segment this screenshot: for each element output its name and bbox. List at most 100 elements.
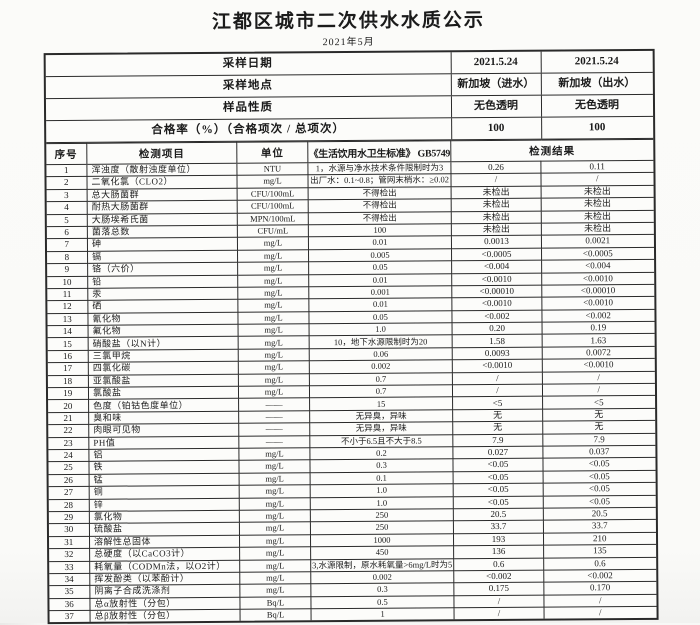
row-item-name: 氯化物 xyxy=(89,510,240,524)
row-result-inlet: 未检出 xyxy=(451,210,542,224)
row-unit: mg/L xyxy=(238,447,310,461)
row-index: 34 xyxy=(48,573,90,586)
row-result-inlet: 193 xyxy=(453,532,544,546)
row-standard: 0.2 xyxy=(309,446,453,461)
row-standard: 0.3 xyxy=(310,583,454,597)
row-item-name: 氰化物 xyxy=(87,311,239,326)
row-result-inlet: 7.9 xyxy=(452,433,543,447)
row-index: 14 xyxy=(47,325,89,339)
row-item-name: 肉眼可见物 xyxy=(88,423,239,437)
row-standard: 0.01 xyxy=(308,273,452,287)
info-value-inlet: 100 xyxy=(450,117,541,140)
row-item-name: 铁 xyxy=(88,460,240,475)
row-result-outlet: / xyxy=(542,371,655,385)
row-result-inlet: <0.0010 xyxy=(452,359,543,373)
row-index: 12 xyxy=(46,300,88,314)
row-item-name: 亚氯酸盐 xyxy=(88,373,239,388)
row-standard: 不得检出 xyxy=(308,211,452,225)
row-result-inlet: / xyxy=(453,594,545,608)
row-result-outlet: 20.5 xyxy=(543,507,656,521)
row-unit: mg/L xyxy=(239,584,311,597)
row-index: 29 xyxy=(48,511,90,524)
header-standard: 《生活饮用水卫生标准》 GB5749 xyxy=(307,140,451,163)
row-standard: 0.7 xyxy=(309,372,453,386)
row-standard: 15 xyxy=(309,397,453,411)
row-index: 24 xyxy=(47,449,89,462)
row-result-inlet: 20.5 xyxy=(453,508,544,522)
row-item-name: 铝 xyxy=(88,448,239,462)
row-standard: 0.002 xyxy=(310,570,454,585)
row-item-name: 四氯化碳 xyxy=(88,361,239,375)
row-result-inlet: 1.58 xyxy=(452,334,543,348)
row-index: 36 xyxy=(48,597,91,611)
row-result-inlet: <0.004 xyxy=(451,260,542,274)
row-result-inlet: 0.20 xyxy=(452,322,543,336)
row-index: 4 xyxy=(46,201,88,215)
row-result-inlet: / xyxy=(454,607,545,620)
water-quality-table: 采样日期 2021.5.24 2021.5.24 采样地点 新加坡（进水） 新加… xyxy=(43,48,659,625)
row-item-name: 三氯甲烷 xyxy=(88,349,239,363)
row-standard: 无异臭，异味 xyxy=(309,421,453,436)
info-label: 采样地点 xyxy=(222,79,273,92)
row-unit: mg/L xyxy=(239,546,311,560)
row-index: 1 xyxy=(45,164,87,178)
row-index: 37 xyxy=(49,610,91,623)
row-item-name: 臭和味 xyxy=(88,411,239,425)
row-standard: 出厂水：0.1~0.8；管网末梢水：≥0.02 xyxy=(307,174,452,188)
row-item-name: 氟化物 xyxy=(88,324,239,338)
row-item-name: 色度（铂钴色度单位） xyxy=(88,398,239,413)
row-item-name: 氯酸盐 xyxy=(88,386,239,400)
row-result-inlet: 0.6 xyxy=(453,557,544,571)
row-result-inlet: 无 xyxy=(452,421,543,435)
row-item-name: 大肠埃希氏菌 xyxy=(87,212,238,227)
row-result-outlet: <0.002 xyxy=(541,309,655,323)
row-result-outlet: <0.00010 xyxy=(541,284,654,298)
row-unit: —— xyxy=(238,435,310,449)
row-result-outlet: 0.037 xyxy=(542,445,655,459)
row-result-outlet: 0.6 xyxy=(543,556,656,571)
row-item-name: 二氧化氯（CLO2） xyxy=(86,175,238,190)
row-unit: mg/L xyxy=(239,484,311,498)
row-unit: mg/L xyxy=(238,323,310,337)
row-item-name: 锰 xyxy=(89,473,240,487)
row-standard: 1000 xyxy=(310,533,454,547)
row-standard: 0.1 xyxy=(310,471,454,485)
row-result-outlet: 0.11 xyxy=(540,160,653,174)
row-unit: NTU xyxy=(236,162,308,176)
row-item-name: 总α放射性（分包） xyxy=(89,596,241,611)
row-standard: 1，水源与净水技术条件限制时为3 xyxy=(307,161,451,176)
row-result-outlet: <0.0010 xyxy=(542,358,655,372)
row-index: 32 xyxy=(48,548,90,562)
row-result-outlet: <0.0010 xyxy=(541,296,654,310)
row-unit: Bq/L xyxy=(240,608,312,622)
row-result-inlet: <0.05 xyxy=(453,470,544,484)
row-index: 33 xyxy=(48,560,90,574)
row-unit: —— xyxy=(238,422,310,436)
row-unit: mg/L xyxy=(238,385,310,399)
row-standard: 1.0 xyxy=(310,496,454,510)
row-result-outlet: 无 xyxy=(542,420,655,434)
row-unit: —— xyxy=(238,398,310,412)
row-result-inlet: 0.0013 xyxy=(451,235,542,249)
row-standard: 250 xyxy=(310,521,454,535)
row-result-inlet: <0.002 xyxy=(451,309,543,323)
row-item-name: 硫酸盐 xyxy=(89,522,240,537)
row-index: 22 xyxy=(47,424,89,438)
row-standard: 0.01 xyxy=(308,236,452,250)
row-standard: 0.002 xyxy=(309,360,453,374)
row-unit: mg/L xyxy=(239,522,311,535)
row-result-outlet: 0.0021 xyxy=(541,234,654,248)
results-table: 序号 检测项目 单位 《生活饮用水卫生标准》 GB5749 检测结果 1 浑浊度… xyxy=(45,139,657,623)
row-standard: 450 xyxy=(310,545,454,560)
row-standard: 0.3 xyxy=(309,459,454,473)
row-item-name: 耐热大肠菌群 xyxy=(87,200,238,214)
row-result-outlet: 无 xyxy=(542,408,655,422)
row-result-outlet: 0.0072 xyxy=(542,346,655,360)
row-result-inlet: 未检出 xyxy=(451,185,542,199)
row-unit: mg/L xyxy=(238,361,310,374)
row-index: 8 xyxy=(46,251,88,264)
row-unit: mg/L xyxy=(238,373,310,387)
row-result-outlet: <0.0005 xyxy=(541,247,654,261)
row-item-name: 溶解性总固体 xyxy=(89,534,240,549)
row-result-inlet: <0.00010 xyxy=(451,285,542,299)
